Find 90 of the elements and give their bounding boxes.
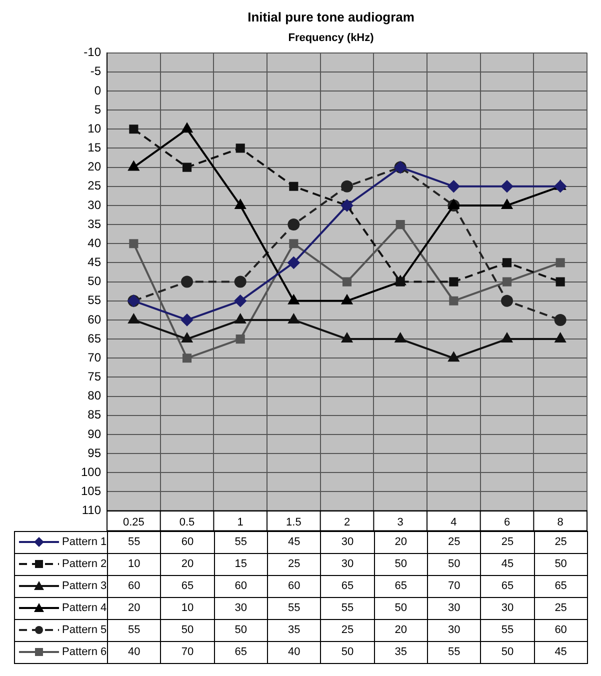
data-label: 10 [160,596,215,620]
legend-label: Pattern 3 [62,580,107,592]
data-label: 60 [534,618,588,642]
x-tick-label: 3 [397,516,404,528]
data-label: 50 [374,552,428,576]
data-label: 20 [374,618,428,642]
data-label: 35 [374,640,428,664]
legend-label: Pattern 5 [62,624,107,636]
y-tick-label: 30 [88,198,102,212]
data-label: 30 [214,596,268,620]
y-tick-label: 85 [88,408,102,422]
data-label: 70 [160,640,215,664]
data-label: 30 [320,530,375,554]
y-tick-label: 25 [88,178,102,193]
data-label: 60 [214,574,268,598]
data-label: 60 [160,530,215,554]
data-label: 25 [480,530,535,554]
data-label: 40 [267,640,322,664]
y-tick-label: 0 [94,83,102,98]
data-label: 50 [480,640,535,664]
x-tick-label: 4 [450,516,457,528]
data-label: 25 [534,530,588,554]
data-label: 70 [427,574,482,598]
x-tick-label: 1.5 [286,516,302,528]
data-label: 65 [480,574,535,598]
y-tick-label: 110 [82,503,102,518]
data-label: 50 [214,618,268,642]
legend-label: Pattern 2 [62,558,107,570]
y-tick-label: 75 [88,370,102,384]
data-label: 65 [534,574,588,598]
data-label: 60 [267,574,322,598]
y-tick-label: 70 [88,350,102,364]
y-tick-label: 15 [88,140,102,155]
x-tick-label: 1 [237,516,244,528]
y-tick-label: 95 [88,446,102,460]
data-label: 25 [267,552,322,576]
data-label: 55 [267,596,322,620]
y-tick-label: 5 [94,102,102,116]
y-tick-label: -5 [90,64,102,78]
data-label: 55 [427,640,482,664]
data-label: 30 [427,618,482,642]
y-tick-label: 40 [88,236,102,250]
data-label: 25 [320,618,375,642]
data-label: 30 [427,596,482,620]
data-label: 65 [160,574,215,598]
data-label: 45 [534,640,588,664]
x-tick-label: 6 [504,516,510,528]
data-label: 55 [320,596,375,620]
data-label: 30 [480,596,535,620]
y-tick-label: 65 [88,331,102,346]
y-tick-label: 20 [88,160,102,174]
data-label: 35 [267,618,322,642]
legend-label: Pattern 1 [62,536,107,548]
y-tick-label: 80 [88,388,102,403]
data-label: 50 [160,618,215,642]
y-tick-label: 50 [88,274,102,288]
y-tick-label: -10 [84,45,102,60]
data-label: 65 [214,640,268,664]
y-tick-label: 100 [80,464,102,479]
y-tick-label: 90 [88,426,102,441]
data-label: 30 [320,552,375,576]
data-label: 15 [214,552,268,576]
legend-label: Pattern 4 [62,602,107,614]
data-label: 65 [374,574,428,598]
x-tick-label: 0.25 [122,516,144,528]
data-label: 20 [374,530,428,554]
data-label: 25 [427,530,482,554]
data-label: 45 [267,530,322,554]
data-label: 50 [534,552,588,576]
y-tick-label: 105 [80,484,102,498]
data-label: 50 [374,596,428,620]
data-label: 25 [534,596,588,620]
chart-title: Initial pure tone audiogram [248,9,414,24]
data-label: 50 [427,552,482,576]
legend-label: Pattern 6 [62,646,107,658]
y-tick-label: 60 [88,312,102,326]
x-tick-label: 0.5 [179,516,195,528]
y-tick-label: 55 [88,293,102,308]
data-label: 20 [160,552,215,576]
x-tick-label: 2 [344,516,350,528]
data-label: 45 [480,552,535,576]
x-axis-title: Frequency (kHz) [288,32,374,44]
data-label: 55 [214,530,268,554]
y-tick-label: 10 [88,121,102,136]
x-tick-label: 8 [557,516,564,528]
data-label: 65 [320,574,375,598]
data-label: 50 [320,640,375,664]
y-tick-label: 35 [88,216,102,231]
data-label: 55 [480,618,535,642]
y-tick-label: 45 [88,255,102,270]
